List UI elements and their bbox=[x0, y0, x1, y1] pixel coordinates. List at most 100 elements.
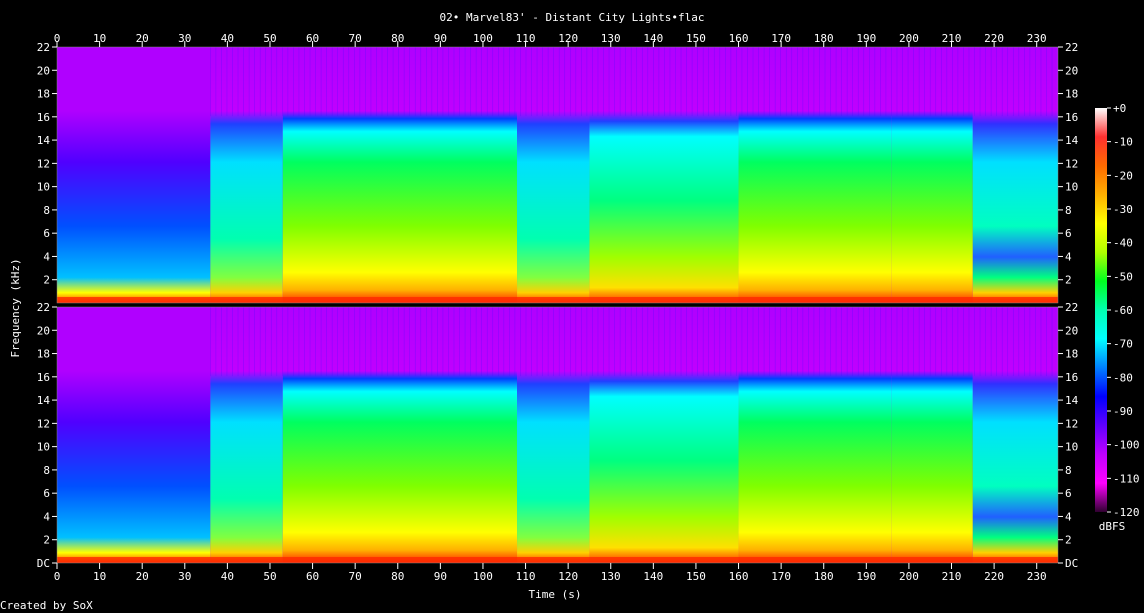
y-tick-label-right: 4 bbox=[1065, 510, 1072, 523]
segment-1 bbox=[57, 47, 211, 303]
y-tick-label-left: 12 bbox=[37, 157, 50, 170]
x-tick-label-bottom: 40 bbox=[221, 570, 234, 583]
panel-frame bbox=[56, 306, 1059, 564]
y-tick-label-right: 2 bbox=[1065, 274, 1072, 287]
x-tick-label-top: 210 bbox=[942, 32, 962, 45]
segment-7 bbox=[891, 307, 973, 563]
y-tick-label-right: 12 bbox=[1065, 417, 1078, 430]
y-axis-label: Frequency (kHz) bbox=[9, 258, 22, 357]
y-tick-label-left: 2 bbox=[43, 534, 50, 547]
x-tick-label-bottom: 0 bbox=[54, 570, 61, 583]
colorbar-tick-label: -40 bbox=[1113, 237, 1133, 250]
y-tick-label-right: 16 bbox=[1065, 111, 1078, 124]
segment-3 bbox=[282, 47, 518, 303]
channel-panel-1 bbox=[56, 46, 1059, 304]
x-tick-label-bottom: 60 bbox=[306, 570, 319, 583]
segment-1 bbox=[57, 307, 211, 563]
y-tick-label-right: 8 bbox=[1065, 204, 1072, 217]
x-tick-label-bottom: 120 bbox=[558, 570, 578, 583]
x-tick-label-top: 0 bbox=[54, 32, 61, 45]
spectrogram-panels bbox=[56, 46, 1059, 564]
segment-8 bbox=[972, 47, 1058, 303]
x-tick-label-top: 150 bbox=[686, 32, 706, 45]
footer-credit: Created by SoX bbox=[0, 599, 93, 612]
y-tick-label-right: 18 bbox=[1065, 88, 1078, 101]
x-tick-label-top: 50 bbox=[263, 32, 276, 45]
y-tick-label-left: 2 bbox=[43, 274, 50, 287]
y-tick-label-left: 10 bbox=[37, 441, 50, 454]
x-tick-label-bottom: 210 bbox=[942, 570, 962, 583]
y-tick-label-right: 10 bbox=[1065, 441, 1078, 454]
y-tick-label-right: 2 bbox=[1065, 534, 1072, 547]
y-tick-label-right: 6 bbox=[1065, 487, 1072, 500]
x-tick-label-bottom: 180 bbox=[814, 570, 834, 583]
colorbar-tick-label: -100 bbox=[1113, 439, 1140, 452]
colorbar-tick-label: -10 bbox=[1113, 136, 1133, 149]
colorbar-tick-label: -110 bbox=[1113, 472, 1140, 485]
colorbar-tick-label: -120 bbox=[1113, 506, 1140, 519]
x-tick-label-bottom: 150 bbox=[686, 570, 706, 583]
x-tick-label-top: 190 bbox=[856, 32, 876, 45]
segment-4 bbox=[517, 307, 590, 563]
x-tick-label-top: 80 bbox=[391, 32, 404, 45]
x-tick-label-bottom: 140 bbox=[643, 570, 663, 583]
y-tick-label-right: 20 bbox=[1065, 64, 1078, 77]
x-tick-label-top: 170 bbox=[771, 32, 791, 45]
x-tick-label-bottom: 100 bbox=[473, 570, 493, 583]
segment-7 bbox=[891, 47, 973, 303]
y-tick-label-left: 4 bbox=[43, 250, 50, 263]
colorbar-tick-label: -50 bbox=[1113, 270, 1133, 283]
x-tick-label-bottom: 30 bbox=[178, 570, 191, 583]
y-tick-label-right: 10 bbox=[1065, 181, 1078, 194]
x-tick-label-bottom: 200 bbox=[899, 570, 919, 583]
x-tick-label-top: 220 bbox=[984, 32, 1004, 45]
y-tick-label-right: DC bbox=[1065, 557, 1078, 570]
x-tick-label-top: 10 bbox=[93, 32, 106, 45]
y-tick-label-right: 18 bbox=[1065, 348, 1078, 361]
x-tick-label-bottom: 80 bbox=[391, 570, 404, 583]
x-tick-label-bottom: 70 bbox=[349, 570, 362, 583]
x-tick-label-top: 20 bbox=[136, 32, 149, 45]
x-tick-label-top: 130 bbox=[601, 32, 621, 45]
y-tick-label-left: 20 bbox=[37, 324, 50, 337]
y-tick-label-left: 6 bbox=[43, 487, 50, 500]
y-tick-label-left: 8 bbox=[43, 204, 50, 217]
colorbar-tick-label: -20 bbox=[1113, 169, 1133, 182]
x-tick-label-top: 110 bbox=[516, 32, 536, 45]
y-tick-label-left: 4 bbox=[43, 510, 50, 523]
x-tick-label-top: 200 bbox=[899, 32, 919, 45]
y-tick-label-right: 20 bbox=[1065, 324, 1078, 337]
y-tick-label-left: 16 bbox=[37, 111, 50, 124]
x-tick-label-top: 40 bbox=[221, 32, 234, 45]
x-tick-label-top: 90 bbox=[434, 32, 447, 45]
x-tick-label-top: 70 bbox=[349, 32, 362, 45]
channel-panel-2 bbox=[56, 306, 1059, 564]
y-tick-label-right: 6 bbox=[1065, 227, 1072, 240]
x-tick-label-top: 100 bbox=[473, 32, 493, 45]
y-tick-label-right: 12 bbox=[1065, 157, 1078, 170]
y-tick-label-right: 22 bbox=[1065, 41, 1078, 54]
y-tick-label-left: 14 bbox=[37, 394, 51, 407]
segment-2 bbox=[210, 47, 283, 303]
segment-4 bbox=[517, 47, 590, 303]
y-tick-label-right: 4 bbox=[1065, 250, 1072, 263]
axis-ticks bbox=[52, 41, 1063, 569]
y-tick-label-left: 16 bbox=[37, 371, 50, 384]
colorbar-label: dBFS bbox=[1099, 520, 1126, 533]
colorbar-tick-label: -70 bbox=[1113, 338, 1133, 351]
y-tick-label-left: 18 bbox=[37, 88, 50, 101]
colorbar: +0 -10 -20 -30 -40 -50 -60 -70 -80 -90 -100 -110 -12… bbox=[1095, 102, 1140, 519]
y-tick-label-left: 14 bbox=[37, 134, 51, 147]
y-tick-label-left: 8 bbox=[43, 464, 50, 477]
x-tick-label-bottom: 190 bbox=[856, 570, 876, 583]
x-tick-label-top: 60 bbox=[306, 32, 319, 45]
y-tick-label-right: 14 bbox=[1065, 134, 1079, 147]
y-tick-label-left: DC bbox=[37, 557, 50, 570]
x-tick-label-bottom: 50 bbox=[263, 570, 276, 583]
x-tick-label-bottom: 20 bbox=[136, 570, 149, 583]
y-tick-label-left: 12 bbox=[37, 417, 50, 430]
x-tick-label-top: 230 bbox=[1027, 32, 1047, 45]
x-tick-label-top: 120 bbox=[558, 32, 578, 45]
tick-labels: 0 0 10 10 20 20 30 30 40 40 50 50 60 60 70 70 80 80 90 90 10… bbox=[37, 32, 1079, 583]
